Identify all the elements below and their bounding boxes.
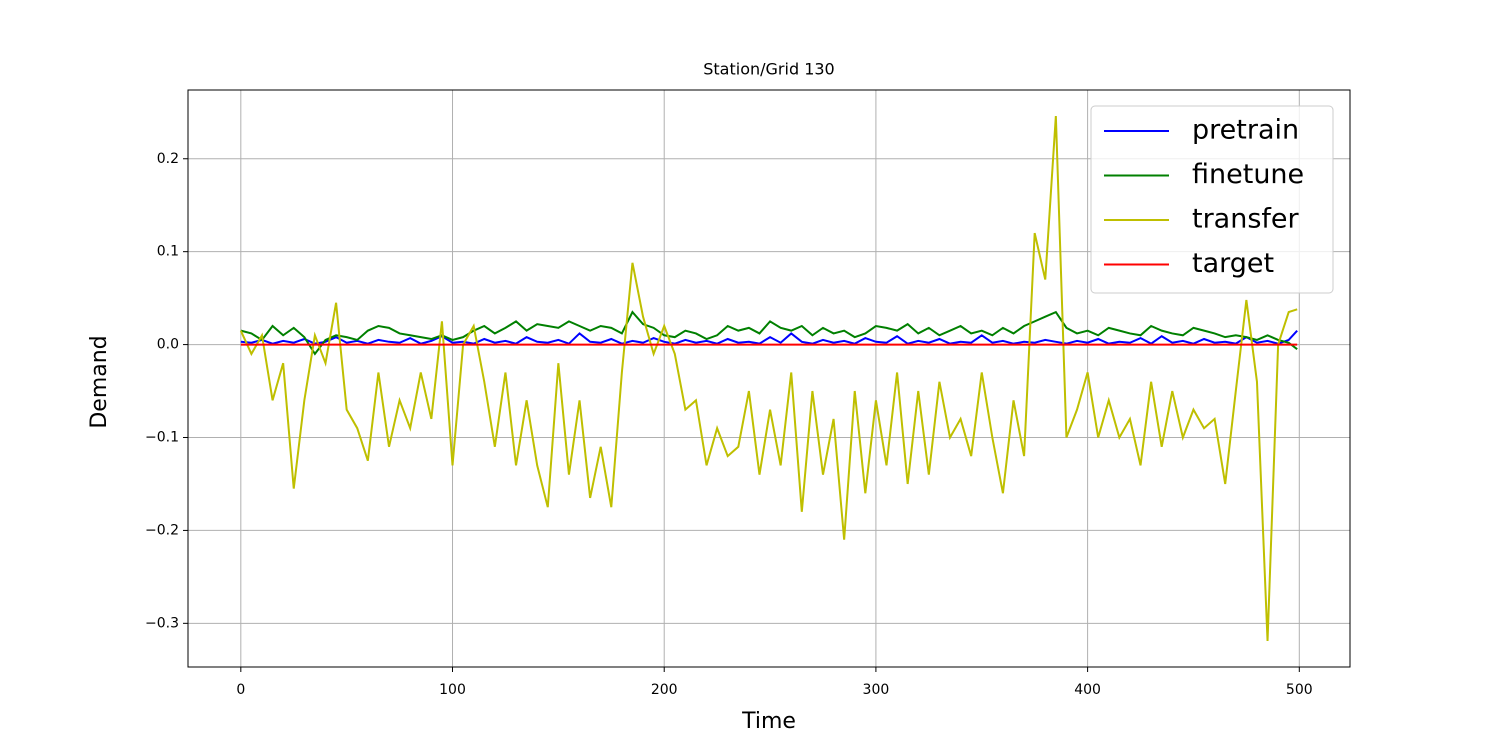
legend-box <box>1090 105 1334 294</box>
y-tick-label: 0.1 <box>157 244 179 260</box>
y-tick-label: −0.3 <box>145 615 179 631</box>
y-axis-label: Demand <box>87 335 112 428</box>
line-series <box>239 115 1298 642</box>
x-tick-label: 200 <box>651 682 678 698</box>
legend-label: target <box>1192 248 1274 279</box>
x-tick-label: 100 <box>439 682 466 698</box>
x-tick-label: 400 <box>1074 682 1101 698</box>
y-tick-label: 0.2 <box>157 151 179 167</box>
legend-label: pretrain <box>1192 115 1299 146</box>
plot-frame <box>187 89 1351 668</box>
chart-title: Station/Grid 130 <box>703 60 834 79</box>
x-axis-label: Time <box>741 709 796 734</box>
y-tick-label: −0.2 <box>145 522 179 538</box>
y-tick-label: 0.0 <box>157 337 179 353</box>
x-tick-label: 0 <box>236 682 245 698</box>
x-tick-label: 500 <box>1286 682 1313 698</box>
legend-label: transfer <box>1192 204 1300 235</box>
line-series <box>240 310 1298 356</box>
line-series <box>240 329 1298 345</box>
y-tick-label: −0.1 <box>145 430 179 446</box>
legend-label: finetune <box>1192 159 1304 190</box>
x-tick-label: 300 <box>863 682 890 698</box>
